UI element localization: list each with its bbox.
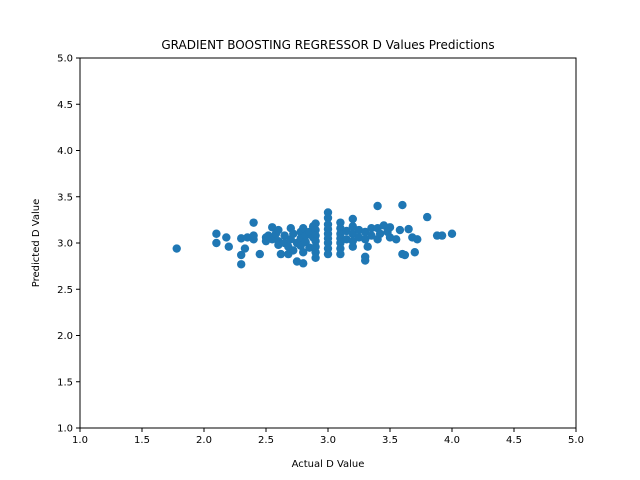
data-point	[367, 224, 376, 233]
data-point	[249, 218, 258, 227]
x-tick-label: 3.0	[320, 435, 336, 446]
y-tick-label: 2.5	[57, 285, 73, 296]
data-point	[398, 200, 407, 210]
data-point	[400, 250, 410, 260]
y-axis: 1.0 1.5 2.0 2.5 3.0 3.5 4.0 4.5 5.0	[57, 54, 80, 435]
y-axis-label: Predicted D Value	[31, 199, 42, 287]
data-point	[212, 238, 221, 248]
data-point	[299, 224, 308, 233]
data-point	[237, 260, 246, 269]
x-tick-label: 3.5	[382, 435, 398, 446]
data-point	[240, 244, 250, 253]
points-layer	[172, 200, 457, 269]
y-tick-label: 4.0	[57, 146, 73, 157]
data-point	[237, 234, 246, 243]
data-point	[323, 249, 333, 259]
data-point	[348, 214, 357, 224]
data-point	[280, 231, 289, 240]
y-tick-label: 5.0	[57, 54, 73, 65]
data-point	[410, 248, 419, 257]
data-point	[361, 235, 370, 244]
data-point	[404, 224, 413, 234]
data-point	[413, 235, 422, 244]
data-point	[363, 242, 372, 251]
data-point	[274, 225, 283, 235]
data-point	[311, 219, 320, 228]
data-point	[255, 249, 264, 259]
data-point	[348, 222, 357, 231]
data-point	[336, 249, 345, 259]
x-tick-label: 1.0	[72, 435, 88, 446]
x-tick-label: 2.0	[196, 435, 212, 446]
data-point	[172, 244, 181, 253]
data-point	[289, 246, 298, 255]
y-tick-label: 3.5	[57, 192, 73, 203]
x-axis: 1.0 1.5 2.0 2.5 3.0 3.5 4.0 4.5 5.0	[72, 428, 584, 446]
data-point	[212, 229, 221, 238]
x-tick-label: 4.5	[506, 435, 522, 446]
data-point	[305, 243, 314, 252]
data-point	[423, 212, 432, 222]
data-point	[367, 231, 376, 240]
chart-title: GRADIENT BOOSTING REGRESSOR D Values Pre…	[161, 38, 494, 52]
data-point	[222, 233, 231, 242]
y-tick-label: 1.5	[57, 377, 73, 388]
data-point	[395, 225, 405, 235]
data-point	[276, 249, 286, 259]
data-point	[348, 242, 357, 251]
x-tick-label: 4.0	[444, 435, 460, 446]
data-point	[311, 253, 320, 262]
y-tick-label: 2.0	[57, 331, 73, 342]
data-point	[392, 235, 401, 244]
data-point	[224, 242, 233, 251]
y-tick-label: 3.0	[57, 239, 73, 250]
x-tick-label: 5.0	[568, 435, 584, 446]
data-point	[249, 231, 258, 240]
data-point	[437, 231, 447, 240]
x-tick-label: 2.5	[258, 435, 274, 446]
data-point	[299, 259, 308, 268]
x-tick-label: 1.5	[134, 435, 150, 446]
data-point	[447, 229, 457, 238]
y-tick-label: 1.0	[57, 424, 73, 435]
data-point	[237, 250, 246, 260]
data-point	[375, 229, 385, 238]
data-point	[323, 213, 333, 223]
x-axis-label: Actual D Value	[292, 459, 365, 470]
data-point	[361, 227, 370, 237]
data-point	[385, 223, 395, 232]
data-point	[289, 229, 298, 238]
data-point	[299, 248, 308, 257]
data-point	[361, 256, 370, 265]
data-point	[348, 229, 357, 238]
data-point	[373, 201, 382, 211]
y-tick-label: 4.5	[57, 100, 73, 111]
